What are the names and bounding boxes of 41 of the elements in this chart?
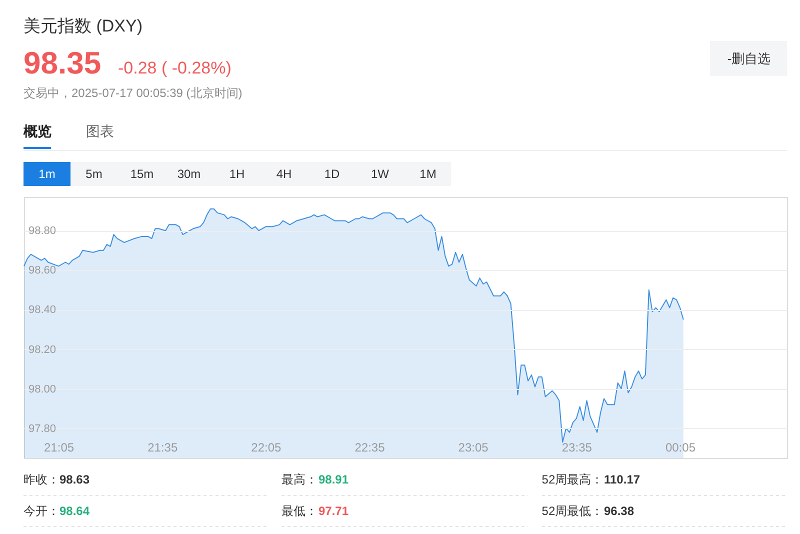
text: 98.91 [318, 472, 349, 486]
x-tick-label: 22:35 [354, 440, 386, 454]
text: 概览 [22, 123, 52, 139]
x-tick-label: 23:35 [562, 440, 592, 454]
text: 图表 [86, 123, 114, 139]
text: 1H [229, 167, 245, 181]
text: 15m [130, 167, 154, 181]
x-tick-label: 21:35 [148, 440, 178, 454]
y-tick-label: 98.40 [28, 304, 56, 316]
text: 52周最高： [542, 472, 604, 486]
text: 98.63 [60, 472, 90, 486]
text: 98.35 [24, 46, 102, 80]
text: 97.71 [318, 504, 349, 518]
text: 今开： [24, 504, 60, 518]
text: 4H [276, 167, 292, 181]
text: 30m [177, 167, 201, 181]
x-tick-label: 21:05 [44, 440, 74, 454]
y-tick-label: 98.20 [28, 344, 56, 356]
chart-subtitle: 交易中，2025-07-17 00:05:39 (北京时间) [24, 86, 242, 100]
text: 98.64 [60, 504, 90, 518]
text: 1M [420, 167, 436, 181]
text: 96.38 [604, 504, 634, 518]
text: 最高： [282, 472, 318, 486]
x-tick-label: 23:05 [458, 440, 489, 454]
y-tick-label: 98.60 [28, 264, 56, 277]
y-tick-label: 98.00 [28, 383, 56, 396]
text: 52周最低： [542, 504, 604, 518]
text: 1W [371, 167, 390, 181]
y-tick-label: 97.80 [28, 422, 56, 435]
x-tick-label: 00:05 [665, 440, 696, 454]
x-tick-label: 22:05 [251, 440, 282, 454]
text: 1m [38, 167, 56, 181]
text: 1D [324, 167, 340, 181]
y-tick-label: 98.80 [28, 225, 56, 238]
text: 昨收： [24, 472, 60, 486]
text: 110.17 [604, 472, 640, 486]
chart-title: 美元指数 (DXY) [24, 16, 142, 36]
text: 最低： [282, 504, 318, 518]
text: -0.28 ( -0.28%) [118, 58, 232, 78]
text: 5m [86, 167, 102, 181]
text: -删自选 [727, 51, 771, 66]
